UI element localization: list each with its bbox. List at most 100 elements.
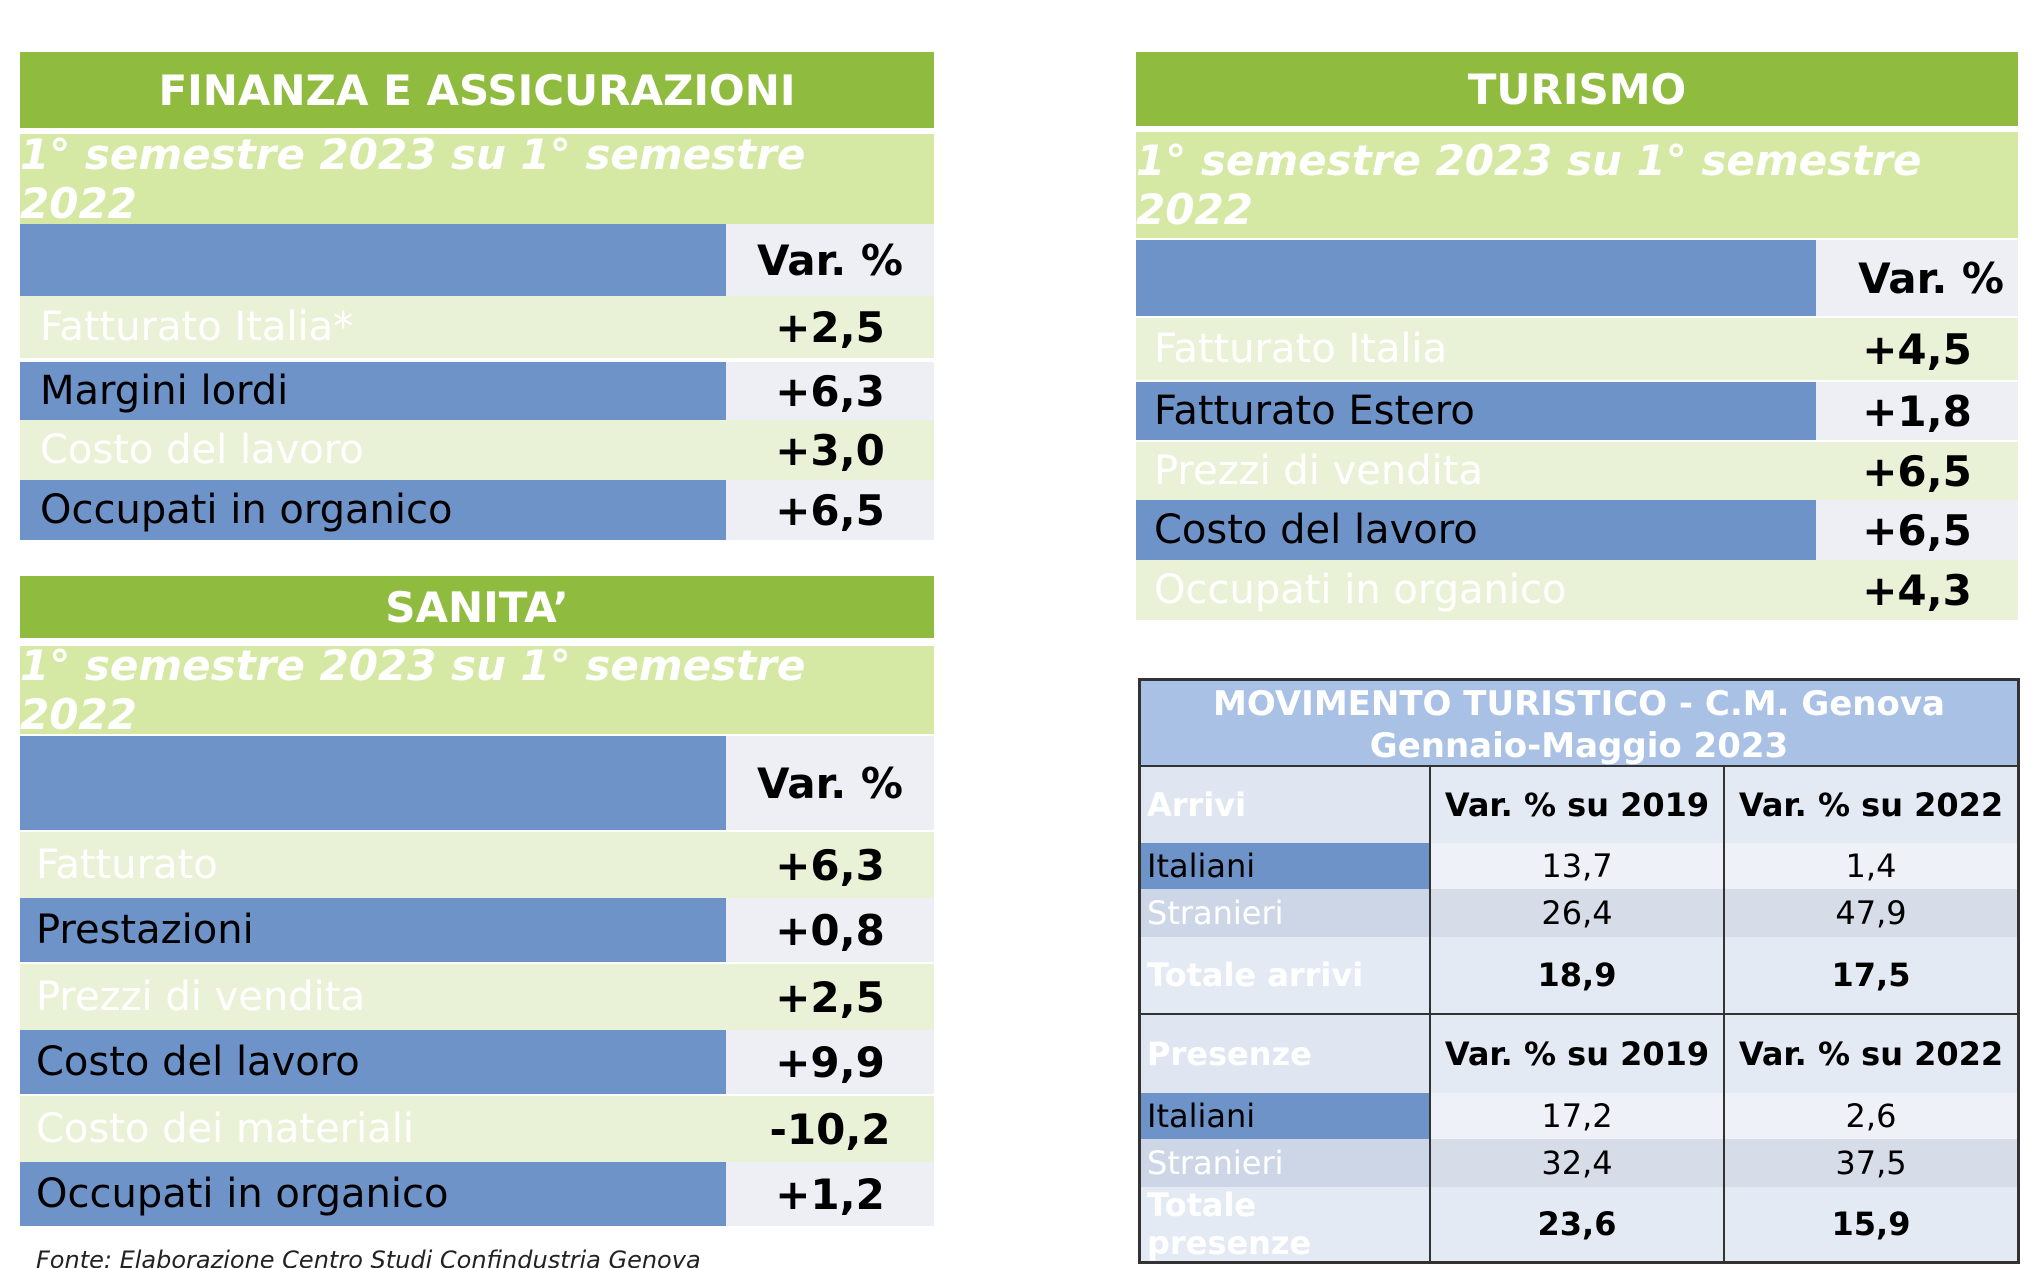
turismo-subtitle: 1° semestre 2023 su 1° semestre 2022 xyxy=(1136,132,2018,238)
row-label: Prezzi di vendita xyxy=(1136,442,1816,500)
turismo-header-blank xyxy=(1136,240,1816,316)
presenze-header-row: Presenze Var. % su 2019 Var. % su 2022 xyxy=(1141,1013,2017,1093)
turismo-table: TURISMO 1° semestre 2023 su 1° semestre … xyxy=(1136,52,2018,622)
source-note: Fonte: Elaborazione Centro Studi Confind… xyxy=(36,1246,701,1268)
row-label: Costo del lavoro xyxy=(20,1030,726,1094)
row-value: -10,2 xyxy=(726,1096,934,1162)
finanza-title: FINANZA E ASSICURAZIONI xyxy=(20,52,934,128)
table-row: Occupati in organico +4,3 xyxy=(1136,560,2018,620)
sanita-col-header: Var. % xyxy=(726,736,934,830)
row-label: Totale presenze xyxy=(1141,1186,1431,1262)
presenze-header-label: Presenze xyxy=(1141,1015,1431,1093)
row-value-2019: 18,9 xyxy=(1431,937,1725,1013)
table-row: Stranieri 26,4 47,9 xyxy=(1141,889,2017,937)
row-label: Fatturato xyxy=(20,832,726,898)
table-row: Totale arrivi 18,9 17,5 xyxy=(1141,937,2017,1013)
row-value-2019: 17,2 xyxy=(1431,1093,1725,1139)
row-value: +2,5 xyxy=(726,964,934,1030)
row-value: +6,3 xyxy=(726,362,934,420)
row-label: Italiani xyxy=(1141,843,1431,889)
finanza-subtitle: 1° semestre 2023 su 1° semestre 2022 xyxy=(20,130,934,228)
row-label: Costo dei materiali xyxy=(20,1096,726,1162)
table-row: Totale presenze 23,6 15,9 xyxy=(1141,1186,2017,1262)
sanita-col-header-row: Var. % xyxy=(20,736,934,830)
table-row: Margini lordi +6,3 xyxy=(20,362,934,420)
row-label: Costo del lavoro xyxy=(20,420,726,480)
arrivi-header-2019: Var. % su 2019 xyxy=(1431,767,1725,843)
row-label: Totale arrivi xyxy=(1141,937,1431,1013)
table-row: Costo del lavoro +9,9 xyxy=(20,1030,934,1094)
row-value-2022: 1,4 xyxy=(1725,843,2017,889)
row-value-2019: 26,4 xyxy=(1431,889,1725,937)
finanza-col-header-row: Var. % xyxy=(20,224,934,296)
table-row: Costo del lavoro +6,5 xyxy=(1136,500,2018,560)
table-row: Italiani 17,2 2,6 xyxy=(1141,1093,2017,1139)
row-value: +1,2 xyxy=(726,1162,934,1226)
table-row: Fatturato Italia* +2,5 xyxy=(20,296,934,358)
row-label: Occupati in organico xyxy=(20,480,726,540)
row-value: +2,5 xyxy=(726,296,934,358)
movimento-title-line2: Gennaio-Maggio 2023 xyxy=(1369,726,1789,766)
row-label: Stranieri xyxy=(1141,1139,1431,1187)
row-value: +6,5 xyxy=(1816,500,2018,560)
row-value-2022: 15,9 xyxy=(1725,1187,2017,1261)
row-value: +6,5 xyxy=(1816,442,2018,500)
row-label: Margini lordi xyxy=(20,362,726,420)
table-row: Italiani 13,7 1,4 xyxy=(1141,843,2017,889)
row-value-2022: 47,9 xyxy=(1725,889,2017,937)
row-value-2019: 23,6 xyxy=(1431,1187,1725,1261)
row-label: Italiani xyxy=(1141,1093,1431,1139)
row-label: Prestazioni xyxy=(20,898,726,962)
row-label: Occupati in organico xyxy=(1136,560,1816,620)
turismo-col-header-row: Var. % xyxy=(1136,240,2018,316)
turismo-title: TURISMO xyxy=(1136,52,2018,126)
row-value-2022: 17,5 xyxy=(1725,937,2017,1013)
finanza-table: FINANZA E ASSICURAZIONI 1° semestre 2023… xyxy=(20,52,934,542)
row-value: +3,0 xyxy=(726,420,934,480)
table-row: Costo dei materiali -10,2 xyxy=(20,1096,934,1162)
table-row: Fatturato Italia +4,5 xyxy=(1136,318,2018,380)
finanza-header-blank xyxy=(20,224,726,296)
presenze-header-2019: Var. % su 2019 xyxy=(1431,1015,1725,1093)
row-value: +6,3 xyxy=(726,832,934,898)
arrivi-header-label: Arrivi xyxy=(1141,767,1431,843)
sanita-header-blank xyxy=(20,736,726,830)
row-value-2022: 2,6 xyxy=(1725,1093,2017,1139)
row-label: Costo del lavoro xyxy=(1136,500,1816,560)
table-row: Stranieri 32,4 37,5 xyxy=(1141,1139,2017,1187)
arrivi-header-row: Arrivi Var. % su 2019 Var. % su 2022 xyxy=(1141,767,2017,843)
row-value-2019: 32,4 xyxy=(1431,1139,1725,1187)
row-value: +4,5 xyxy=(1816,318,2018,380)
finanza-col-header: Var. % xyxy=(726,224,934,296)
row-label: Stranieri xyxy=(1141,889,1431,937)
presenze-header-2022: Var. % su 2022 xyxy=(1725,1015,2017,1093)
row-value: +4,3 xyxy=(1816,560,2018,620)
sanita-subtitle: 1° semestre 2023 su 1° semestre 2022 xyxy=(20,641,934,739)
row-label: Fatturato Estero xyxy=(1136,382,1816,440)
table-row: Prestazioni +0,8 xyxy=(20,898,934,962)
row-label: Fatturato Italia* xyxy=(20,296,726,358)
table-row: Occupati in organico +6,5 xyxy=(20,480,934,540)
row-label: Occupati in organico xyxy=(20,1162,726,1226)
sanita-title: SANITA’ xyxy=(20,576,934,638)
row-value: +9,9 xyxy=(726,1030,934,1094)
row-value-2019: 13,7 xyxy=(1431,843,1725,889)
turismo-col-header: Var. % xyxy=(1816,240,2018,316)
row-value: +0,8 xyxy=(726,898,934,962)
arrivi-header-2022: Var. % su 2022 xyxy=(1725,767,2017,843)
table-row: Fatturato Estero +1,8 xyxy=(1136,382,2018,440)
movimento-table: MOVIMENTO TURISTICO - C.M. Genova Gennai… xyxy=(1138,678,2020,1264)
row-value: +1,8 xyxy=(1816,382,2018,440)
row-label: Fatturato Italia xyxy=(1136,318,1816,380)
table-row: Prezzi di vendita +6,5 xyxy=(1136,442,2018,500)
row-value-2022: 37,5 xyxy=(1725,1139,2017,1187)
movimento-title-line1: MOVIMENTO TURISTICO - C.M. Genova xyxy=(1213,684,1945,724)
table-row: Costo del lavoro +3,0 xyxy=(20,420,934,480)
movimento-title: MOVIMENTO TURISTICO - C.M. Genova Gennai… xyxy=(1141,681,2017,767)
table-row: Occupati in organico +1,2 xyxy=(20,1162,934,1226)
sanita-table: SANITA’ 1° semestre 2023 su 1° semestre … xyxy=(20,576,934,1230)
row-value: +6,5 xyxy=(726,480,934,540)
table-row: Fatturato +6,3 xyxy=(20,832,934,898)
row-label: Prezzi di vendita xyxy=(20,964,726,1030)
table-row: Prezzi di vendita +2,5 xyxy=(20,964,934,1030)
